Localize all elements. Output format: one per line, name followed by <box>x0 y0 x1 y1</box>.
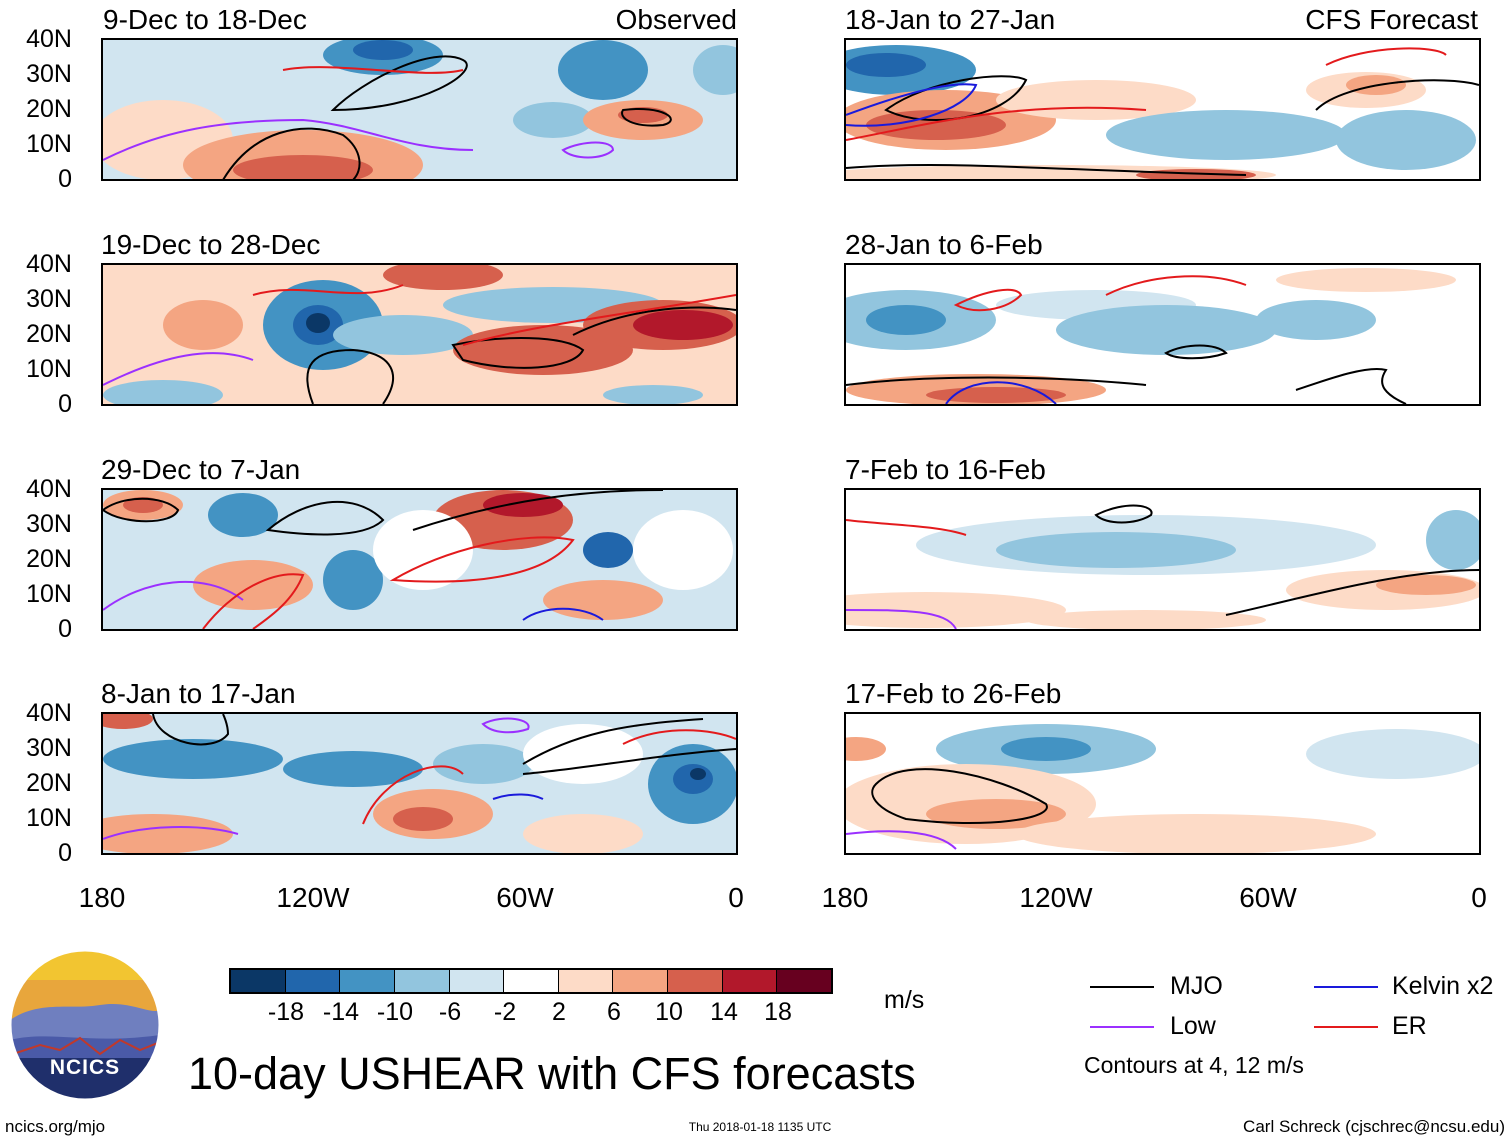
lon-label: 120W <box>1019 882 1093 913</box>
logo-emblem <box>10 950 160 1100</box>
lon-label: 0 <box>1471 882 1487 913</box>
footer-timestamp: Thu 2018-01-18 1135 UTC <box>688 1120 832 1134</box>
map-panel <box>101 38 738 181</box>
colorbar-swatch <box>285 970 341 992</box>
legend-label-kelvin: Kelvin x2 <box>1392 972 1494 1000</box>
lon-label: 60W <box>496 882 554 913</box>
shear-field-map <box>846 490 1479 629</box>
map-panel <box>844 712 1481 855</box>
lat-label: 20N <box>26 769 72 797</box>
colorbar-swatch <box>449 970 505 992</box>
colorbar-label: 6 <box>607 998 621 1026</box>
lat-label: 20N <box>26 545 72 573</box>
lat-label: 10N <box>26 130 72 158</box>
shear-field-map <box>846 40 1479 179</box>
colorbar-label: -18 <box>267 998 305 1026</box>
panel-title: 8-Jan to 17-Jan <box>101 678 296 709</box>
lon-label: 180 <box>78 882 126 913</box>
legend-label-er: ER <box>1392 1012 1427 1040</box>
lat-label: 30N <box>26 60 72 88</box>
logo-text: NCICS <box>49 1056 121 1079</box>
panel-tag-cfs-forecast: CFS Forecast <box>1305 4 1478 35</box>
lat-label: 0 <box>58 165 72 193</box>
shear-field-map <box>103 714 736 853</box>
lat-label: 0 <box>58 839 72 867</box>
lat-label: 40N <box>26 699 72 727</box>
panel-title: 29-Dec to 7-Jan <box>101 454 301 485</box>
ncics-logo: NCICS <box>10 950 160 1100</box>
map-panel <box>101 488 738 631</box>
legend-label-low: Low <box>1170 1012 1216 1040</box>
colorbar-swatch <box>394 970 450 992</box>
map-panel <box>844 263 1481 406</box>
panel-title: 17-Feb to 26-Feb <box>845 678 1062 709</box>
colorbar <box>229 968 833 994</box>
panel-tag-observed: Observed <box>615 4 737 35</box>
lon-label: 180 <box>821 882 869 913</box>
colorbar-label: 2 <box>552 998 566 1026</box>
colorbar-label: -10 <box>376 998 414 1026</box>
map-panel <box>101 712 738 855</box>
colorbar-label: 10 <box>655 998 683 1026</box>
lat-label: 0 <box>58 615 72 643</box>
colorbar-swatch <box>340 970 395 992</box>
colorbar-label: 14 <box>710 998 738 1026</box>
colorbar-label: -2 <box>493 998 517 1026</box>
colorbar-swatch <box>613 970 669 992</box>
lat-label: 10N <box>26 580 72 608</box>
legend-line-mjo <box>1090 986 1154 988</box>
legend-line-kelvin <box>1314 986 1378 988</box>
lat-label: 0 <box>58 390 72 418</box>
shear-field-map <box>103 265 736 404</box>
lat-label: 30N <box>26 734 72 762</box>
colorbar-swatch <box>722 970 778 992</box>
colorbar-swatch <box>558 970 614 992</box>
lon-label: 60W <box>1239 882 1297 913</box>
map-panel <box>844 488 1481 631</box>
map-panel <box>101 263 738 406</box>
legend-line-er <box>1314 1026 1378 1028</box>
lat-label: 10N <box>26 804 72 832</box>
shear-field-map <box>846 265 1479 404</box>
footer-author: Carl Schreck (cjschrec@ncsu.edu) <box>1243 1117 1505 1136</box>
lon-label: 120W <box>276 882 350 913</box>
panel-title: 28-Jan to 6-Feb <box>845 229 1043 260</box>
lat-label: 30N <box>26 285 72 313</box>
lat-label: 40N <box>26 25 72 53</box>
legend-line-low <box>1090 1026 1154 1028</box>
lat-label: 20N <box>26 320 72 348</box>
lon-label: 0 <box>728 882 744 913</box>
colorbar-swatch <box>777 970 832 992</box>
contour-note: Contours at 4, 12 m/s <box>1084 1052 1304 1078</box>
panel-title: 19-Dec to 28-Dec <box>101 229 321 260</box>
panel-title: 9-Dec to 18-Dec <box>103 4 307 35</box>
figure-title: 10-day USHEAR with CFS forecasts <box>188 1048 916 1099</box>
colorbar-label: -6 <box>438 998 462 1026</box>
lat-label: 10N <box>26 355 72 383</box>
panel-title: 18-Jan to 27-Jan <box>845 4 1056 35</box>
panel-title: 7-Feb to 16-Feb <box>845 454 1046 485</box>
colorbar-swatch <box>668 970 723 992</box>
legend-label-mjo: MJO <box>1170 972 1223 1000</box>
lat-label: 40N <box>26 475 72 503</box>
shear-field-map <box>103 40 736 179</box>
colorbar-label: 18 <box>764 998 792 1026</box>
lat-label: 30N <box>26 510 72 538</box>
colorbar-swatch <box>504 970 559 992</box>
lat-label: 20N <box>26 95 72 123</box>
colorbar-swatch <box>231 970 286 992</box>
map-panel <box>844 38 1481 181</box>
footer-site-link[interactable]: ncics.org/mjo <box>5 1117 106 1136</box>
lat-label: 40N <box>26 250 72 278</box>
shear-field-map <box>103 490 736 629</box>
colorbar-unit: m/s <box>884 986 925 1014</box>
shear-field-map <box>846 714 1479 853</box>
colorbar-label: -14 <box>322 998 360 1026</box>
